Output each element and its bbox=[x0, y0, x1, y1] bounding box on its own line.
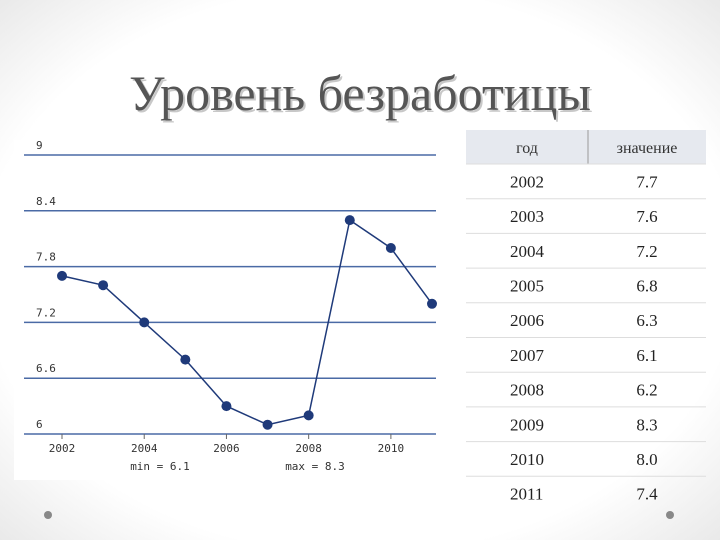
x-tick-label: 2004 bbox=[131, 442, 158, 455]
table-cell: 2002 bbox=[510, 172, 544, 191]
y-tick-label: 7.8 bbox=[36, 251, 56, 264]
point bbox=[385, 243, 396, 253]
point bbox=[180, 354, 191, 365]
x-tick-label: 2010 bbox=[378, 442, 405, 455]
slide-title: Уровень безработицы bbox=[129, 65, 591, 121]
y-tick-label: 6 bbox=[36, 418, 43, 431]
table-cell: 7.4 bbox=[636, 485, 658, 504]
point bbox=[262, 419, 273, 430]
table-cell: 7.7 bbox=[636, 172, 658, 191]
point bbox=[98, 280, 109, 291]
point bbox=[344, 215, 355, 226]
table-cell: 2010 bbox=[510, 450, 544, 469]
decor-dot bbox=[44, 511, 52, 519]
x-tick-label: 2008 bbox=[295, 442, 322, 455]
table-cell: 6.2 bbox=[636, 381, 657, 400]
table-cell: 2003 bbox=[510, 207, 544, 226]
table: год значение 2002 7.7 2003 7.6 2004 7.2 2005 6.8 2… bbox=[466, 130, 706, 504]
y-tick-label: 6.6 bbox=[36, 362, 56, 375]
point bbox=[57, 270, 67, 281]
table-cell: 6.1 bbox=[636, 346, 657, 365]
table-header-cell: значение bbox=[617, 140, 678, 157]
point bbox=[221, 401, 232, 412]
table-cell: 7.6 bbox=[636, 207, 657, 226]
table-cell: 2004 bbox=[510, 242, 545, 261]
chart-area bbox=[14, 140, 440, 480]
chart: 6 6.6 7.2 7.8 8.4 9 2002 2004 2006 2008 2010 min = … bbox=[24, 139, 437, 473]
table-cell: 2009 bbox=[510, 415, 544, 434]
table-cell: 7.2 bbox=[636, 242, 657, 261]
table-cell: 2011 bbox=[510, 485, 543, 504]
x-tick-label: 2006 bbox=[213, 442, 240, 455]
title-shadow: Уровень безработицы bbox=[131, 67, 593, 123]
x-tick-label: 2002 bbox=[49, 442, 76, 455]
table-header-cell: год bbox=[516, 140, 538, 157]
line bbox=[61, 218, 433, 426]
point bbox=[139, 317, 150, 328]
y-tick-label: 7.2 bbox=[36, 306, 56, 319]
table-cell: 8.3 bbox=[636, 415, 657, 434]
table-cell: 6.8 bbox=[636, 276, 657, 295]
decor-dot bbox=[666, 511, 674, 519]
table-cell: 6.3 bbox=[636, 311, 657, 330]
table-cell: 2008 bbox=[510, 381, 544, 400]
point bbox=[303, 410, 314, 421]
annotation: max = 8.3 bbox=[285, 460, 345, 473]
table-cell: 2005 bbox=[510, 276, 544, 295]
table-cell: 2006 bbox=[510, 311, 544, 330]
annotation: min = 6.1 bbox=[130, 460, 190, 473]
table-cell: 2007 bbox=[510, 346, 545, 365]
y-tick-label: 9 bbox=[36, 139, 43, 152]
table-header-bg bbox=[466, 130, 706, 164]
y-tick-label: 8.4 bbox=[36, 195, 56, 208]
table-cell: 8.0 bbox=[636, 450, 657, 469]
point bbox=[427, 298, 437, 309]
